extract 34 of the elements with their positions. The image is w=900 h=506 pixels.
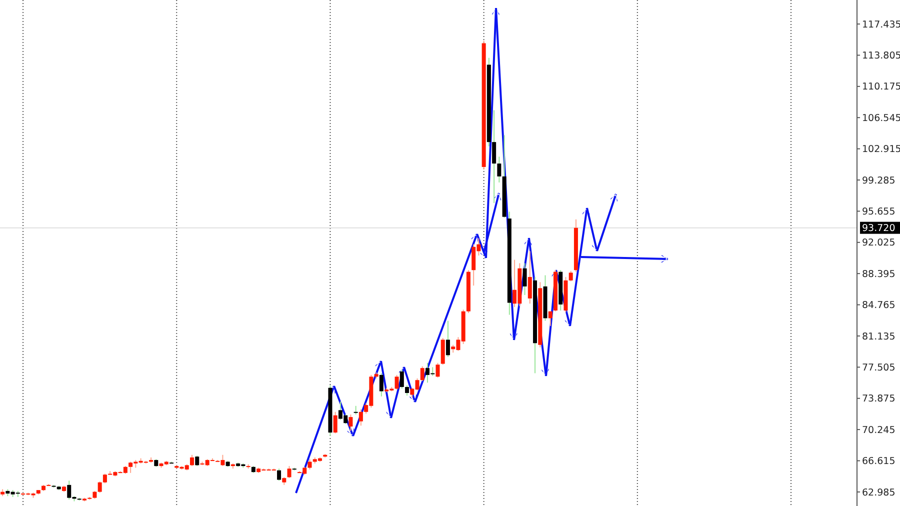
candlestick [420, 366, 424, 382]
candlestick [528, 250, 532, 304]
candlestick [358, 408, 363, 426]
candlestick [548, 310, 552, 326]
candlestick [287, 466, 292, 479]
candlestick [348, 414, 353, 432]
candlestick [394, 374, 399, 390]
candlestick [98, 481, 102, 494]
candlestick [190, 454, 194, 467]
y-tick-label: 92.025 [862, 238, 896, 249]
candlestick [405, 384, 410, 396]
candlestick [379, 372, 384, 397]
candlestick [522, 262, 527, 296]
candlestick [400, 369, 404, 390]
candlestick [436, 362, 440, 378]
y-tick-label: 70.245 [862, 424, 896, 436]
y-tick-label: 66.615 [862, 456, 896, 468]
y-tick-label: 81.135 [862, 331, 896, 342]
candlestick [195, 455, 200, 467]
candlestick [446, 320, 450, 358]
y-tick-label: 88.395 [862, 268, 896, 280]
candlestick [333, 411, 338, 434]
ref-line-label: 93.720 [862, 223, 896, 234]
candlestick [277, 468, 282, 482]
y-tick-label: 84.765 [862, 300, 896, 312]
candlestick [568, 270, 573, 282]
y-tick-label: 73.875 [862, 394, 896, 405]
candlestick [492, 110, 496, 204]
y-tick-label: 77.505 [862, 362, 896, 374]
y-tick-label: 99.285 [862, 175, 896, 186]
y-tick-label: 95.655 [862, 206, 896, 218]
candlestick [497, 156, 502, 183]
y-tick-label: 62.985 [862, 487, 896, 498]
candlestick [308, 458, 312, 470]
